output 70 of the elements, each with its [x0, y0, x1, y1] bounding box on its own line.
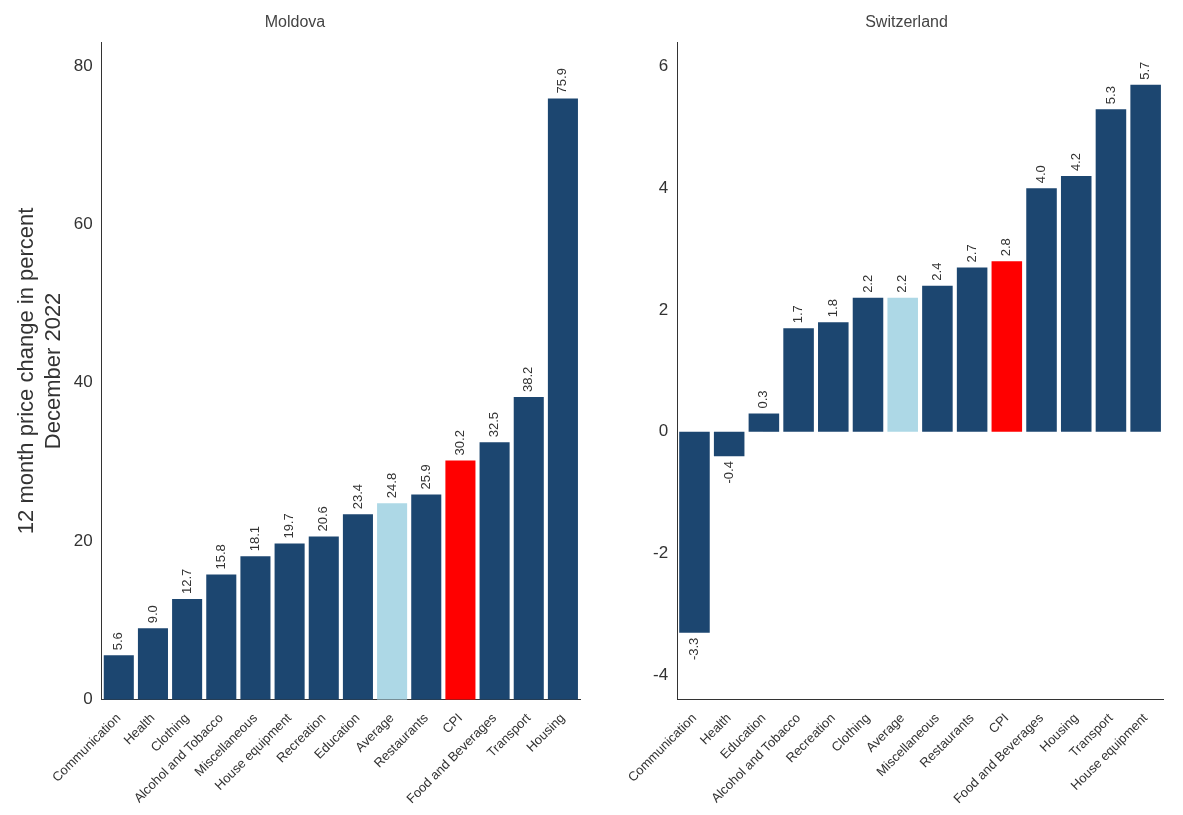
bar — [342, 514, 373, 700]
bar — [679, 431, 710, 633]
bar — [818, 322, 849, 432]
chart-title: Moldova — [264, 13, 326, 31]
bar — [103, 655, 134, 700]
y-tick-label: 0 — [83, 689, 93, 709]
data-label: 4.0 — [1033, 165, 1049, 184]
bar — [513, 397, 544, 700]
data-label: 2.2 — [894, 274, 910, 293]
chart-title: Switzerland — [865, 13, 948, 31]
bar — [991, 261, 1023, 432]
y-tick-label: 4 — [658, 177, 669, 197]
bar — [172, 599, 203, 700]
y-tick-label: -4 — [652, 664, 669, 684]
bar — [783, 328, 814, 432]
y-tick-label: 2 — [658, 299, 669, 319]
data-label: 2.8 — [998, 238, 1014, 257]
data-label: 25.9 — [417, 464, 433, 490]
data-label: 2.2 — [859, 274, 875, 293]
y-tick-label: 20 — [73, 530, 93, 550]
y-tick-label: 6 — [658, 56, 669, 76]
bar — [308, 536, 339, 700]
y-tick-label: -2 — [652, 543, 669, 563]
bar — [377, 503, 408, 700]
bar — [956, 267, 988, 432]
data-label: 24.8 — [383, 472, 399, 499]
data-label: 0.3 — [755, 390, 771, 409]
bar — [713, 431, 745, 457]
data-label: 30.2 — [452, 430, 468, 456]
bar — [1026, 188, 1057, 432]
data-label: 32.5 — [486, 411, 502, 438]
bar — [206, 574, 237, 700]
bar — [137, 628, 168, 700]
y-tick-label: 40 — [73, 372, 93, 392]
bar — [1095, 109, 1127, 432]
bar — [1060, 176, 1092, 432]
bar — [1130, 84, 1161, 432]
data-label: 5.3 — [1102, 86, 1118, 105]
data-label: 5.6 — [110, 632, 126, 651]
data-label: 18.1 — [247, 525, 263, 552]
y-tick-label: 0 — [658, 421, 669, 441]
data-label: 20.6 — [315, 506, 331, 532]
data-label: 2.4 — [928, 262, 944, 281]
data-label: 9.0 — [144, 605, 160, 624]
bar — [748, 413, 780, 432]
bar — [922, 285, 953, 432]
bar — [852, 297, 884, 432]
y-tick-label: 60 — [73, 214, 93, 234]
data-label: 19.7 — [281, 513, 297, 539]
data-label: 38.2 — [520, 366, 536, 393]
bar — [445, 460, 476, 700]
data-label: -3.3 — [686, 637, 702, 661]
data-label: 5.7 — [1137, 61, 1153, 80]
bar — [274, 543, 305, 700]
data-label: 2.7 — [963, 244, 979, 263]
y-tick-label: 80 — [73, 55, 93, 75]
bar — [547, 98, 578, 700]
bar — [240, 556, 271, 700]
bar — [479, 442, 510, 700]
data-label: 15.8 — [212, 544, 228, 570]
data-label: 1.8 — [824, 299, 840, 318]
data-label: -0.4 — [720, 461, 736, 484]
data-label: 23.4 — [349, 483, 365, 510]
y-axis-title: 12 month price change in percent December 2022 — [13, 207, 65, 535]
data-label: 12.7 — [178, 568, 194, 595]
bar — [887, 297, 918, 432]
data-label: 1.7 — [790, 305, 806, 324]
data-label: 4.2 — [1067, 153, 1083, 172]
bar — [411, 494, 442, 700]
data-label: 75.9 — [554, 68, 570, 94]
